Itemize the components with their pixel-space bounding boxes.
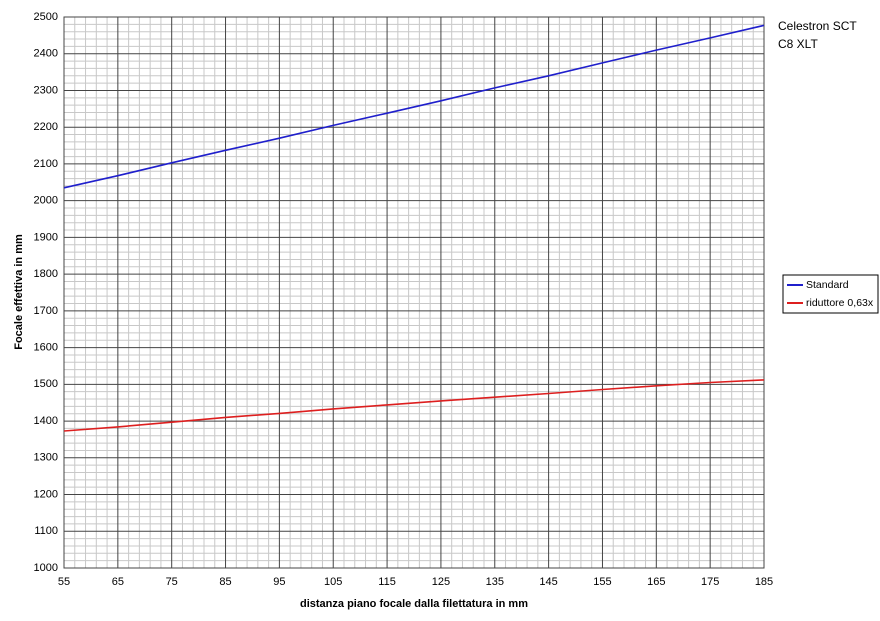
legend-label: Standard (806, 279, 849, 291)
x-tick-label: 65 (112, 576, 124, 588)
y-tick-label: 1900 (34, 231, 58, 243)
y-tick-label: 2400 (34, 48, 58, 60)
y-tick-label: 2200 (34, 121, 58, 133)
y-tick-label: 1300 (34, 452, 58, 464)
annotation: Celestron SCT (778, 19, 857, 33)
x-tick-label: 125 (432, 576, 450, 588)
x-tick-label: 85 (219, 576, 231, 588)
x-tick-label: 175 (701, 576, 719, 588)
y-tick-label: 1700 (34, 305, 58, 317)
x-tick-label: 105 (324, 576, 342, 588)
y-tick-label: 1000 (34, 562, 58, 574)
y-tick-label: 2000 (34, 195, 58, 207)
x-tick-label: 95 (273, 576, 285, 588)
x-tick-label: 75 (166, 576, 178, 588)
y-tick-label: 1500 (34, 378, 58, 390)
data-line (63, 24, 765, 189)
y-tick-label: 1200 (34, 488, 58, 500)
legend-box (782, 274, 879, 314)
x-tick-label: 135 (486, 576, 504, 588)
x-tick-label: 115 (378, 576, 396, 588)
y-axis-label: Focale effettiva in mm (13, 234, 25, 350)
legend-label: riduttore 0,63x (806, 297, 874, 309)
y-tick-label: 2500 (34, 11, 58, 23)
x-tick-label: 165 (647, 576, 665, 588)
x-tick-label: 55 (58, 576, 70, 588)
x-tick-label: 155 (593, 576, 611, 588)
annotation: C8 XLT (778, 37, 818, 51)
y-tick-label: 2100 (34, 158, 58, 170)
y-tick-label: 2300 (34, 84, 58, 96)
plot-area (64, 17, 764, 568)
x-axis-label: distanza piano focale dalla filettatura … (300, 598, 528, 610)
y-tick-label: 1800 (34, 268, 58, 280)
x-tick-label: 145 (539, 576, 557, 588)
y-tick-label: 1100 (34, 525, 58, 537)
data-line (63, 379, 765, 432)
x-tick-label: 185 (755, 576, 773, 588)
y-tick-label: 1400 (34, 415, 58, 427)
plot-border (63, 16, 765, 569)
y-tick-label: 1600 (34, 342, 58, 354)
